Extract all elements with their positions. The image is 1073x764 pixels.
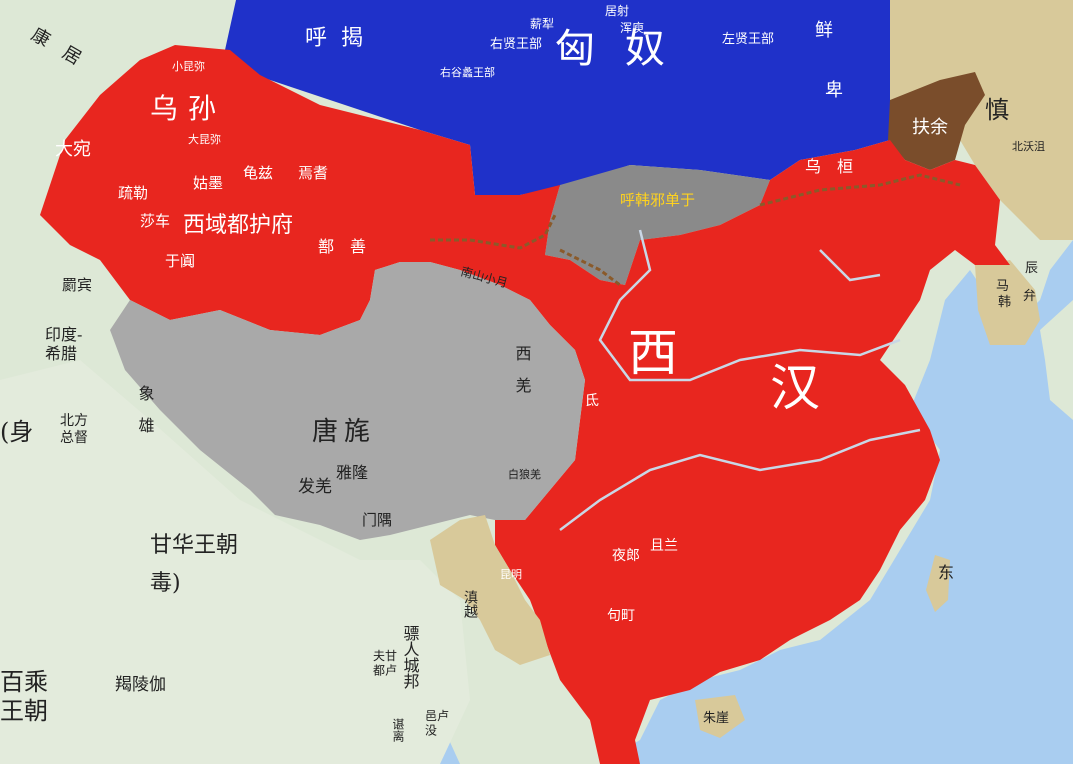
label-right-guli: 右谷蠡王部: [440, 65, 495, 79]
label-yanqi: 焉耆: [298, 164, 328, 182]
label-shache: 莎车: [140, 212, 170, 230]
label-bian: 弁: [1023, 289, 1036, 304]
label-beifang: 北方总督: [60, 413, 88, 446]
label-huhanye: 呼韩邪单于: [620, 191, 695, 209]
xiongnu-region: [225, 0, 890, 195]
label-wuhuan: 乌 桓: [805, 157, 853, 176]
hainan: [695, 695, 745, 738]
label-xianli: 薪犁: [530, 17, 554, 31]
label-hujie: 呼揭: [305, 26, 377, 51]
label-xiongnu: 匈奴: [555, 26, 695, 72]
label-dawan: 大宛: [55, 139, 91, 160]
label-xiaokunmi: 小昆弥: [172, 59, 205, 73]
label-sha: 毒): [150, 571, 181, 596]
label-yalong: 雅隆: [336, 463, 368, 482]
korea: [975, 260, 1040, 345]
label-chen: 辰: [1025, 261, 1038, 276]
label-kunming: 昆明: [500, 568, 522, 581]
label-piao: 骠人城邦: [401, 625, 420, 689]
label-hunyu: 浑庾: [620, 20, 644, 35]
label-bailang: 白狼羌: [508, 467, 541, 481]
label-menyu: 门隅: [362, 511, 392, 529]
label-ganhua: 甘华王朝: [150, 533, 238, 558]
label-wusun: 乌孙: [150, 92, 226, 125]
label-yutian: 于阗: [165, 252, 195, 270]
label-fugan: 夫甘都卢: [373, 649, 397, 677]
label-fuyu: 扶余: [912, 117, 948, 138]
taiwan: [926, 555, 950, 612]
label-han-k: 韩: [998, 295, 1011, 310]
label-right-king: 右贤王部: [490, 37, 542, 52]
label-yilu: 邑卢没: [425, 708, 449, 737]
label-xianbei-2: 卑: [825, 80, 843, 101]
label-zhuya: 朱崖: [703, 711, 729, 726]
label-yelang: 夜郎: [612, 548, 640, 564]
label-shen: (身: [0, 418, 33, 446]
label-yinduo: 印度-希腊: [45, 325, 82, 363]
south-asia-land: [0, 360, 470, 764]
label-xiyu: 西域都护府: [183, 213, 293, 238]
label-ma: 马: [996, 279, 1009, 294]
label-han-2: 汉: [770, 359, 820, 417]
label-xianbei-1: 鲜: [815, 20, 833, 41]
label-juding: 句町: [607, 608, 635, 624]
huhanye-region: [545, 165, 770, 285]
japan: [1040, 300, 1073, 420]
label-di: 氐: [585, 393, 599, 409]
label-tangmao: 唐旄: [312, 417, 376, 447]
fuyu-region: [888, 72, 985, 170]
label-qielan: 且兰: [650, 538, 678, 554]
label-beiwoju: 北沃沮: [1012, 139, 1045, 153]
great-wall: [430, 173, 961, 287]
label-left-king: 左贤王部: [722, 32, 774, 47]
label-dianyue: 滇越: [462, 590, 478, 618]
label-qiuci: 龟兹: [243, 164, 273, 182]
label-xiqiang: 西 羌: [513, 345, 532, 393]
label-jibin: 罽宾: [62, 276, 92, 294]
label-xiangxiong: 象 雄: [136, 385, 155, 433]
northeast-tribes: [890, 0, 1073, 240]
label-shanshan: 鄯 善: [318, 237, 366, 256]
tibetan-region: [110, 262, 585, 540]
label-shule: 疏勒: [118, 184, 148, 202]
label-jiejia: 羯陵伽: [115, 675, 166, 695]
label-dakunmi: 大昆弥: [188, 132, 221, 146]
label-chenli: 谌离: [391, 718, 405, 743]
han-and-xiyu-region: [40, 45, 1010, 764]
rivers: [559, 229, 921, 531]
label-juyan: 居射: [605, 3, 629, 18]
label-zhen: 慎: [985, 96, 1009, 124]
dianyue-region: [430, 515, 550, 665]
label-fagiang: 发羌: [298, 477, 332, 497]
label-dong: 东: [938, 563, 954, 582]
label-guimo: 姑墨: [193, 174, 223, 192]
label-baicheng: 百乘王朝: [0, 668, 48, 725]
label-han-1: 西: [628, 324, 678, 382]
